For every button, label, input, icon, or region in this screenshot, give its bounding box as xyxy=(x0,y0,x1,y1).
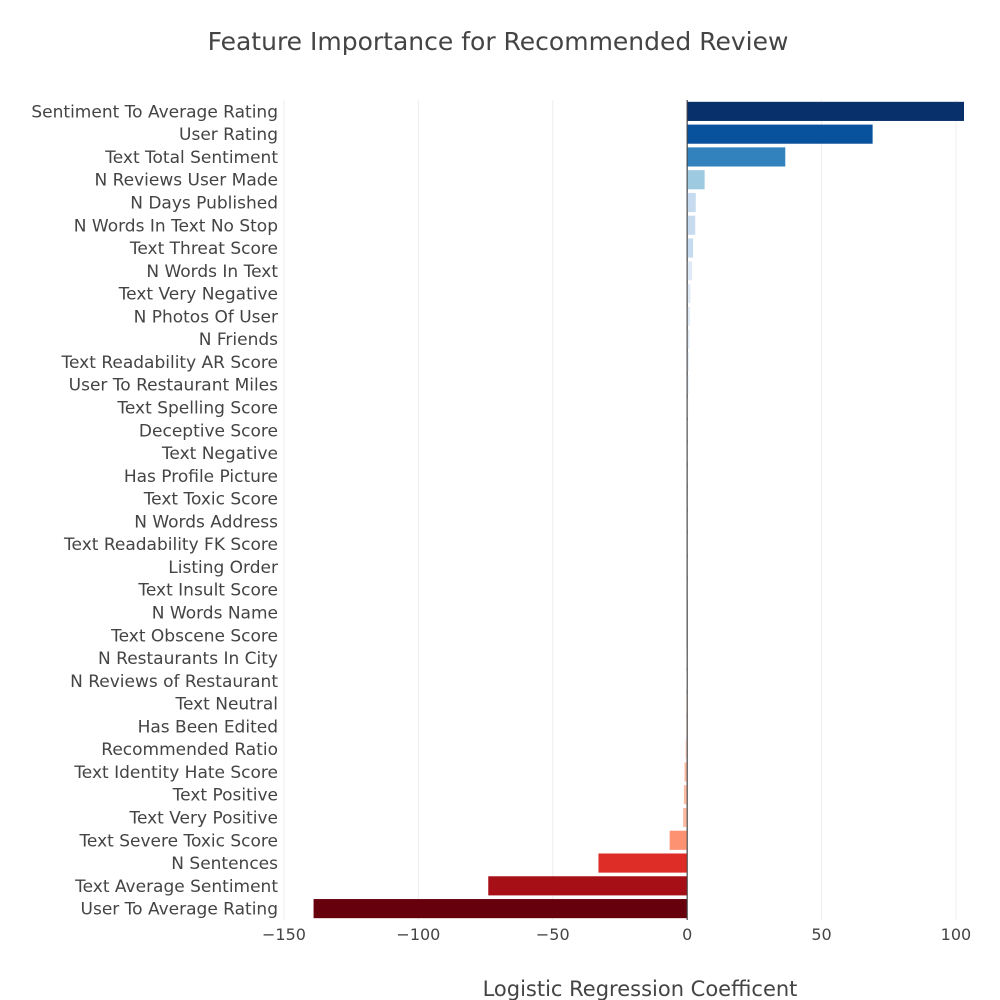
y-tick-label: N Words In Text No Stop xyxy=(74,216,278,236)
y-tick-label: N Sentences xyxy=(171,854,278,874)
x-tick-label: −50 xyxy=(536,925,570,944)
bar xyxy=(598,853,688,873)
x-tick-label: −100 xyxy=(396,925,440,944)
y-tick-label: N Days Published xyxy=(130,194,278,214)
bar xyxy=(687,192,696,213)
bar xyxy=(684,762,688,782)
y-tick-label: Text Very Negative xyxy=(118,285,278,305)
bar xyxy=(687,238,694,258)
y-tick-label: Text Toxic Score xyxy=(143,490,278,510)
bar xyxy=(687,306,690,326)
y-tick-label: User Rating xyxy=(179,125,278,145)
bar xyxy=(488,876,688,896)
x-tick-label: −150 xyxy=(262,925,306,944)
bar xyxy=(687,261,692,281)
y-tick-label: Has Been Edited xyxy=(138,717,278,737)
bar xyxy=(687,397,689,418)
y-tick-label: Text Insult Score xyxy=(137,581,278,601)
y-tick-label: N Restaurants In City xyxy=(98,649,278,669)
y-tick-label: User To Average Rating xyxy=(81,900,278,920)
y-tick-label: Listing Order xyxy=(168,558,278,578)
bar xyxy=(687,329,690,349)
y-tick-label: Text Severe Toxic Score xyxy=(78,831,278,851)
y-tick-label: N Photos Of User xyxy=(134,307,278,327)
bar xyxy=(687,124,873,144)
y-tick-label: Sentiment To Average Rating xyxy=(31,102,278,122)
y-tick-label: N Words Address xyxy=(134,512,278,532)
y-tick-label: N Words Name xyxy=(152,604,278,624)
y-tick-label: Deceptive Score xyxy=(139,421,278,441)
bar xyxy=(687,375,689,395)
y-tick-label: Text Neutral xyxy=(174,695,278,715)
x-tick-label: 100 xyxy=(941,925,972,944)
bar xyxy=(687,147,786,167)
chart-title: Feature Importance for Recommended Revie… xyxy=(208,27,789,56)
x-tick-labels: −150 −100 −50 0 50 100 xyxy=(262,925,971,944)
y-tick-label: Has Profile Picture xyxy=(124,467,278,487)
y-tick-label: Text Negative xyxy=(161,444,278,464)
bars xyxy=(313,100,964,920)
y-tick-label: Text Readability AR Score xyxy=(61,353,278,373)
y-tick-label: Text Obscene Score xyxy=(110,626,278,646)
bar xyxy=(687,170,705,190)
y-tick-label: Text Readability FK Score xyxy=(63,535,278,555)
y-tick-label: Text Positive xyxy=(172,786,278,806)
y-tick-label: N Words In Text xyxy=(146,262,278,282)
y-tick-label: N Friends xyxy=(199,330,278,350)
y-tick-label: Text Very Positive xyxy=(128,809,278,829)
y-tick-label: Recommended Ratio xyxy=(101,740,278,760)
y-tick-label: N Reviews User Made xyxy=(94,171,278,191)
y-tick-label: Text Average Sentiment xyxy=(74,877,278,897)
x-tick-label: 0 xyxy=(682,925,692,944)
y-tick-label: Text Spelling Score xyxy=(116,399,278,419)
bar xyxy=(687,352,689,372)
bar xyxy=(669,830,688,850)
gridlines xyxy=(283,100,957,920)
bar xyxy=(685,739,688,759)
y-tick-label: N Reviews of Restaurant xyxy=(70,672,278,692)
bar xyxy=(687,101,964,121)
x-axis-title: Logistic Regression Coefficent xyxy=(483,977,798,1000)
x-tick-label: 50 xyxy=(811,925,831,944)
bar xyxy=(683,807,688,828)
y-tick-labels: Sentiment To Average Rating User Rating Te… xyxy=(31,102,278,919)
bar xyxy=(687,284,691,304)
bar xyxy=(687,215,696,235)
y-tick-label: User To Restaurant Miles xyxy=(69,376,278,396)
bar xyxy=(683,785,688,805)
y-tick-label: Text Threat Score xyxy=(129,239,278,259)
y-tick-label: Text Total Sentiment xyxy=(104,148,278,168)
bar xyxy=(313,899,688,919)
y-tick-label: Text Identity Hate Score xyxy=(73,763,278,783)
bar xyxy=(686,716,688,736)
